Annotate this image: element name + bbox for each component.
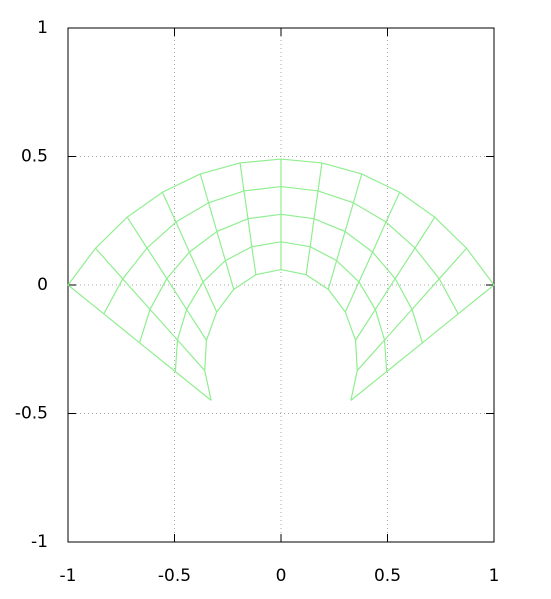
x-tick-label: -1 [60, 566, 77, 586]
mesh-line [199, 173, 235, 290]
x-tick-label: 0 [276, 566, 287, 586]
mesh-line [239, 162, 257, 275]
x-tick-label: 0.5 [374, 566, 401, 586]
mesh-line [327, 173, 363, 290]
mesh-line [350, 284, 495, 401]
x-tick-label: 1 [489, 566, 500, 586]
mesh-line [126, 216, 207, 341]
mesh-line [355, 216, 436, 341]
mesh-line [356, 247, 467, 371]
y-tick-label: 0.5 [21, 147, 48, 167]
y-tick-label: -1 [31, 532, 48, 552]
y-tick-label: -0.5 [15, 404, 48, 424]
mesh-line [95, 247, 206, 371]
mesh-line [344, 191, 401, 313]
x-tick-label: -0.5 [158, 566, 191, 586]
mesh-line [305, 162, 323, 275]
y-tick-label: 0 [37, 275, 48, 295]
mesh-line [67, 284, 212, 401]
y-tick-label: 1 [37, 18, 48, 38]
mesh-line [161, 191, 218, 313]
